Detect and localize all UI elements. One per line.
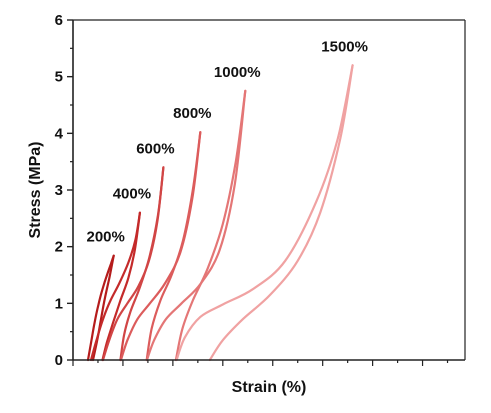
unloading-curve-1500 xyxy=(208,64,354,362)
y-tick-label-2: 2 xyxy=(55,239,63,256)
curve-label-1500: 1500% xyxy=(321,38,368,55)
loading-curve-1500 xyxy=(175,64,354,362)
unloading-curve-800 xyxy=(145,131,202,362)
curve-label-600: 600% xyxy=(136,140,174,157)
unloading-curve-400 xyxy=(101,211,141,362)
unloading-curve-600 xyxy=(119,166,165,362)
y-tick-label-0: 0 xyxy=(55,352,63,369)
curve-label-1000: 1000% xyxy=(214,64,261,81)
x-axis-title: Strain (%) xyxy=(232,379,307,396)
curve-label-200: 200% xyxy=(87,229,125,246)
curve-label-800: 800% xyxy=(173,105,211,122)
curve-label-400: 400% xyxy=(113,186,151,203)
y-tick-label-3: 3 xyxy=(55,182,63,199)
y-tick-label-4: 4 xyxy=(55,125,64,142)
loading-curve-200 xyxy=(86,254,115,362)
y-tick-label-5: 5 xyxy=(55,69,63,86)
y-axis-title: Stress (MPa) xyxy=(27,142,44,239)
curves-layer xyxy=(86,64,354,362)
loading-curve-400 xyxy=(89,211,141,362)
labels-layer: 200% 400% 600% 800% 1000% 1500% xyxy=(87,38,368,245)
loading-curve-1000 xyxy=(145,89,247,362)
y-tick-label-6: 6 xyxy=(55,12,63,29)
unloading-curve-1000 xyxy=(174,89,247,362)
axes-layer: 0 1 2 3 4 5 6 Strain (%) Stress (MPa) xyxy=(27,12,466,396)
y-tick-label-1: 1 xyxy=(55,295,63,312)
